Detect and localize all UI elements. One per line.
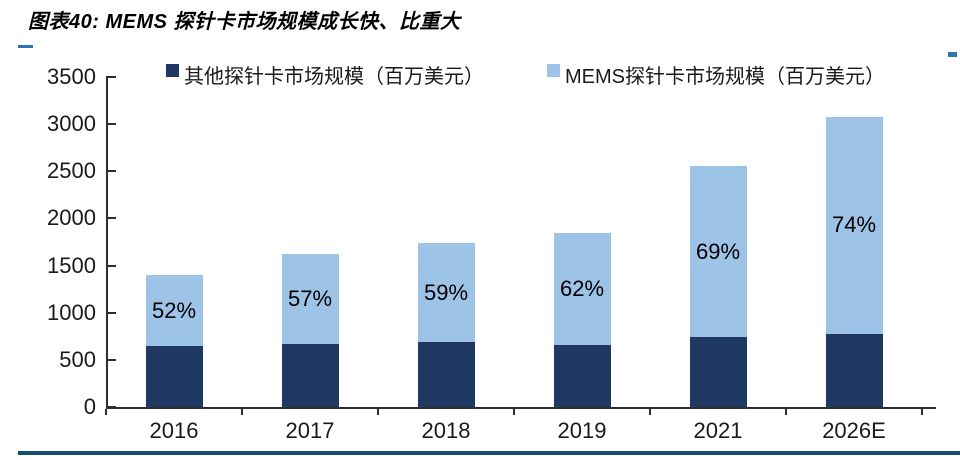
- x-axis-label: 2018: [421, 418, 471, 443]
- bar-segment-mems: [689, 165, 747, 338]
- y-axis-label: 0: [83, 394, 96, 419]
- y-axis-tick: [108, 217, 116, 220]
- y-axis-label: 3500: [47, 64, 96, 89]
- y-axis-label: 3000: [47, 111, 96, 137]
- bar-segment-other: [281, 344, 339, 407]
- bar-segment-other: [825, 333, 883, 407]
- bar-segment-other: [553, 344, 611, 407]
- legend-swatch-mems: [547, 64, 560, 77]
- bar-segment-other: [417, 342, 475, 407]
- bar-percent-label: 74%: [831, 212, 877, 238]
- x-axis-tick: [921, 409, 923, 415]
- bar-segment-other: [145, 345, 203, 407]
- bar-segment-other: [689, 337, 747, 407]
- legend-label-other: 其他探针卡市场规模（百万美元）: [184, 66, 484, 88]
- y-axis-label: 2500: [47, 158, 96, 184]
- x-axis-tick: [241, 409, 243, 415]
- x-axis-label: 2017: [285, 418, 335, 443]
- legend-item-other: 其他探针卡市场规模（百万美元）: [166, 60, 484, 89]
- y-axis-tick: [108, 358, 116, 361]
- y-axis-tick: [108, 406, 116, 408]
- bar-segment-mems: [553, 232, 611, 345]
- x-axis-label: 2026E: [822, 418, 886, 443]
- y-axis-tick: [108, 76, 116, 78]
- bar-percent-label: 69%: [695, 238, 741, 264]
- y-axis-tick: [108, 311, 116, 314]
- bar-percent-label: 52%: [151, 297, 197, 323]
- bar-segment-mems: [145, 274, 203, 346]
- decorative-dash-right-icon: [948, 52, 957, 57]
- legend-label-mems: MEMS探针卡市场规模（百万美元）: [565, 66, 885, 88]
- x-axis-tick: [785, 409, 787, 415]
- y-axis-tick: [108, 264, 116, 267]
- chart-legend: 其他探针卡市场规模（百万美元） MEMS探针卡市场规模（百万美元）: [166, 60, 885, 89]
- legend-swatch-other: [166, 64, 179, 77]
- decorative-dash-left-icon: [18, 45, 33, 48]
- bar-percent-label: 57%: [287, 285, 333, 311]
- x-axis-label: 2021: [693, 418, 743, 443]
- y-axis-label: 500: [59, 346, 96, 372]
- y-axis-label: 1500: [47, 252, 96, 278]
- x-axis-tick: [513, 409, 515, 415]
- chart-title: 图表40: MEMS 探针卡市场规模成长快、比重大: [28, 11, 461, 33]
- bar-segment-mems: [825, 117, 883, 334]
- y-axis-tick: [108, 123, 116, 126]
- x-axis-tick: [105, 409, 107, 415]
- bar-percent-label: 62%: [559, 275, 605, 301]
- x-axis-tick: [377, 409, 379, 415]
- y-axis-line: [106, 76, 108, 409]
- y-axis-label: 1000: [47, 299, 96, 325]
- x-axis-label: 2016: [149, 418, 199, 443]
- y-axis-tick: [108, 170, 116, 173]
- y-axis-label: 2000: [47, 205, 96, 231]
- bar-segment-mems: [417, 243, 475, 343]
- bottom-rule: [18, 451, 960, 455]
- bar-segment-mems: [281, 253, 339, 345]
- x-axis-label: 2019: [557, 418, 607, 443]
- bar-percent-label: 59%: [423, 280, 469, 306]
- x-axis-line: [106, 407, 936, 409]
- x-axis-tick: [649, 409, 651, 415]
- legend-item-mems: MEMS探针卡市场规模（百万美元）: [547, 60, 885, 89]
